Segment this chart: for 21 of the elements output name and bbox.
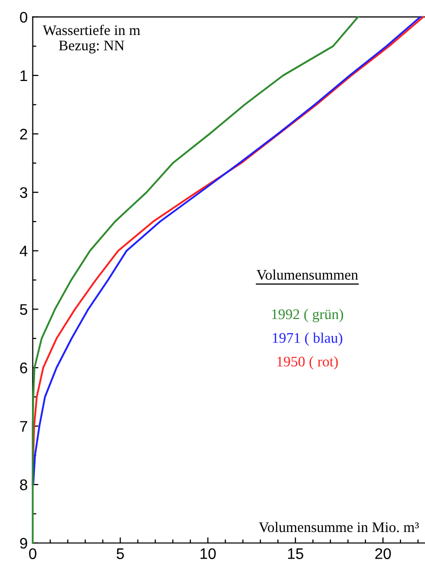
y-tick-label: 3 bbox=[20, 187, 28, 198]
x-axis-title: Volumensumme in Mio. m³ bbox=[258, 522, 419, 532]
y-tick-label: 7 bbox=[20, 421, 28, 432]
text: 1950 ( rot) bbox=[277, 356, 338, 370]
x-tick-label: 15 bbox=[288, 548, 304, 560]
y-tick-label: 0 bbox=[20, 12, 28, 23]
y-tick-label: 5 bbox=[20, 304, 28, 315]
x-tick-label: 5 bbox=[116, 548, 124, 560]
x-tick-label: 10 bbox=[200, 548, 216, 560]
text: 1971 ( blau) bbox=[272, 332, 342, 346]
y-tick-label: 4 bbox=[20, 246, 28, 256]
y-tick-label: 2 bbox=[20, 128, 28, 140]
y-axis-title: Wassertiefe in m Bezug: NN bbox=[42, 24, 140, 54]
x-tick-label: 20 bbox=[375, 548, 391, 560]
y-tick-label: 6 bbox=[20, 362, 28, 374]
y-tick-label: 1 bbox=[20, 70, 28, 81]
x-tick-label: 0 bbox=[29, 548, 36, 560]
text: 1992 ( grün) bbox=[272, 308, 344, 322]
y-tick-label: 9 bbox=[20, 538, 28, 549]
y-tick-label: 8 bbox=[20, 479, 28, 490]
legend-title: Volumensummen bbox=[256, 269, 358, 280]
